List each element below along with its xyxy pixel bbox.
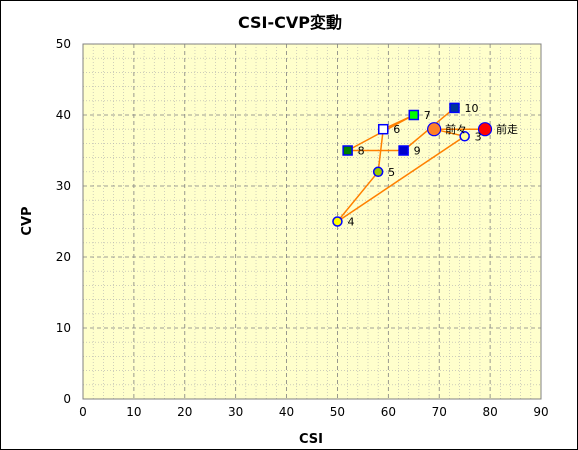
data-point-square [342, 145, 353, 156]
x-tick-label: 20 [177, 405, 192, 419]
data-point-circle-large [427, 122, 442, 137]
x-tick-label: 0 [79, 405, 87, 419]
grid-lines [83, 44, 541, 399]
point-label: 6 [393, 123, 400, 136]
x-tick-label: 70 [432, 405, 447, 419]
data-point-square [398, 145, 409, 156]
point-label: 前々 [445, 122, 467, 136]
x-tick-label: 50 [330, 405, 345, 419]
y-tick-label: 20 [56, 250, 71, 264]
y-tick-label: 50 [56, 37, 71, 51]
point-label: 9 [414, 145, 421, 158]
data-point-circle-large [477, 122, 493, 137]
x-tick-label: 10 [126, 405, 141, 419]
x-axis-label: CSI [299, 432, 323, 447]
point-label: 3 [475, 130, 482, 143]
x-tick-label: 40 [279, 405, 294, 419]
x-tick-label: 90 [533, 405, 548, 419]
point-label: 5 [388, 166, 395, 179]
y-tick-label: 10 [56, 321, 71, 335]
data-point-square [449, 102, 460, 114]
point-label: 4 [347, 216, 354, 229]
data-point-square [377, 123, 389, 135]
y-tick-label: 40 [56, 108, 71, 122]
connection-line [336, 171, 379, 222]
data-markers [332, 102, 493, 227]
y-axis-label: CVP [20, 206, 35, 235]
connection-line [337, 135, 466, 223]
plot-area [82, 43, 542, 400]
data-point-circle [459, 131, 470, 142]
data-point-circle [332, 216, 343, 227]
data-point-circle [372, 166, 384, 178]
x-tick-label: 60 [381, 405, 396, 419]
x-tick-label: 80 [482, 405, 497, 419]
y-tick-label: 0 [63, 392, 71, 406]
chart-title: CSI-CVP変動 [238, 13, 342, 32]
point-labels: 前走 前々 3 4 5 6 7 8 9 10 [347, 102, 518, 229]
point-label: 8 [358, 145, 365, 158]
x-tick-labels: 0 10 20 30 40 50 60 70 80 90 [79, 405, 548, 419]
data-point-square [408, 109, 420, 121]
y-tick-labels: 0 10 20 30 40 50 [56, 37, 71, 406]
point-label: 前走 [496, 122, 518, 136]
point-label: 7 [424, 109, 431, 122]
x-tick-label: 30 [228, 405, 243, 419]
point-label: 10 [464, 102, 478, 115]
axes [82, 44, 541, 400]
y-tick-label: 30 [56, 179, 71, 193]
